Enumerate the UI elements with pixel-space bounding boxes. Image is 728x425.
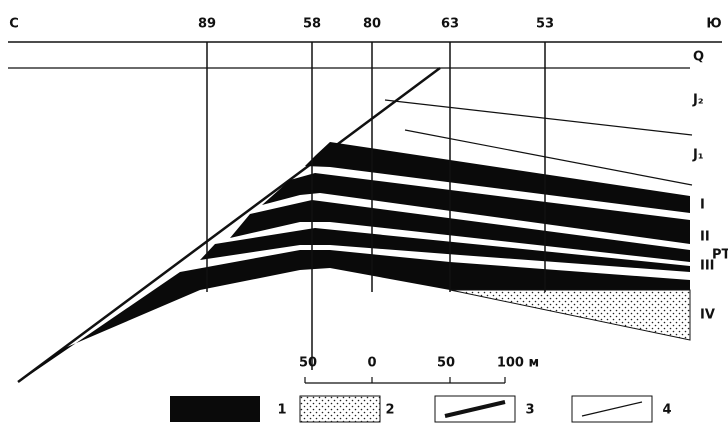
scale-label: 50: [437, 356, 455, 371]
legend-label: 1: [277, 403, 286, 418]
well-number: 53: [536, 17, 554, 32]
well-number: 80: [363, 17, 381, 32]
well-number: 89: [198, 17, 216, 32]
direction-label: Ю: [706, 17, 721, 32]
legend-label: 3: [525, 403, 534, 418]
layer-label: III: [700, 259, 715, 274]
legend-label: 4: [662, 403, 671, 418]
layer-label: J₂: [692, 93, 704, 108]
coal-layers: [25, 142, 690, 378]
layer-label: J₁: [692, 148, 704, 163]
well-number: 63: [441, 17, 459, 32]
well-number: 58: [303, 17, 321, 32]
layer-label: Q: [693, 50, 704, 65]
layer-label: IV: [700, 308, 715, 323]
legend-symbols: [170, 396, 652, 422]
direction-label: С: [9, 17, 19, 32]
sandstone-layer: [450, 290, 690, 340]
scale-label: 100 м: [497, 356, 539, 371]
layer-label: I: [700, 198, 705, 213]
scale-label: 50: [299, 356, 317, 371]
scale-label: 0: [367, 356, 376, 371]
layer-label: II: [700, 230, 710, 245]
cross-section: СЮ8958806353QJ₂J₁IIIPTIIIIV50050100 м123…: [0, 0, 728, 425]
scale-bar: [305, 377, 505, 383]
legend-label: 2: [385, 403, 394, 418]
